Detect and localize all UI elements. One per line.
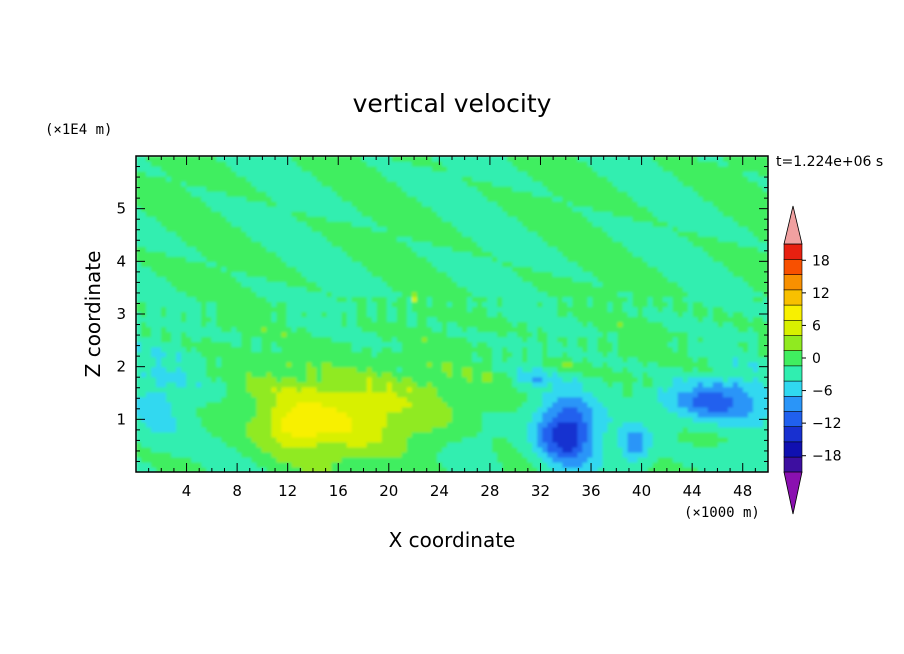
colorbar-tick-label: −18 — [812, 449, 842, 465]
x-tick-label: 16 — [329, 482, 348, 500]
colorbar-swatch — [783, 334, 803, 352]
x-tick-label: 44 — [683, 482, 702, 500]
field-cells — [136, 156, 768, 472]
x-tick-label: 32 — [531, 482, 550, 500]
y-tick-label: 3 — [116, 305, 126, 323]
contour-field — [136, 156, 768, 472]
y-tick-label: 1 — [116, 410, 126, 428]
colorbar-swatch — [783, 456, 803, 473]
x-axis-label: X coordinate — [389, 528, 516, 552]
x-tick-label: 12 — [278, 482, 297, 500]
colorbar-swatch — [783, 274, 803, 291]
x-unit-label: (×1000 m) — [684, 505, 760, 521]
y-tick-label: 2 — [116, 358, 126, 376]
colorbar-swatch — [783, 395, 803, 412]
colorbar-swatch — [783, 441, 803, 458]
colorbar-swatch — [783, 243, 803, 260]
colorbar-swatch — [783, 410, 803, 428]
colorbar-swatch — [783, 289, 803, 306]
x-tick-label: 36 — [581, 482, 600, 500]
colorbar-swatch — [783, 258, 803, 276]
x-tick-label: 48 — [733, 482, 752, 500]
colorbar-tick-label: 12 — [812, 286, 830, 302]
time-label: t=1.224e+06 s — [776, 154, 883, 170]
y-tick-label: 4 — [116, 252, 126, 270]
colorbar-over-triangle — [783, 205, 803, 245]
y-tick-label: 5 — [116, 200, 126, 218]
x-tick-label: 40 — [632, 482, 651, 500]
x-tick-label: 24 — [430, 482, 449, 500]
colorbar-swatch — [783, 319, 803, 336]
colorbar-tick-label: −12 — [812, 416, 842, 432]
x-tick-label: 20 — [379, 482, 398, 500]
colorbar-tick-label: −6 — [812, 384, 833, 400]
x-tick-label: 28 — [480, 482, 499, 500]
colorbar-swatch — [783, 304, 803, 321]
colorbar-tick-label: 18 — [812, 253, 830, 269]
colorbar-under-triangle — [783, 471, 803, 515]
colorbar-swatch — [783, 350, 803, 367]
chart-title: vertical velocity — [353, 89, 552, 118]
y-axis: 1 2 3 4 5 — [116, 166, 768, 462]
y-axis-label: Z coordinate — [81, 251, 105, 378]
colorbar-swatch — [783, 426, 803, 443]
colorbar-tick-label: 6 — [812, 318, 821, 334]
x-axis: 4 8 12 16 20 24 28 32 36 40 44 48 — [148, 156, 756, 500]
colorbar-swatch — [783, 365, 803, 382]
y-unit-label: (×1E4 m) — [45, 122, 112, 138]
x-tick-label: 4 — [182, 482, 192, 500]
colorbar: 18 12 6 0 −6 −12 −18 — [783, 205, 842, 515]
colorbar-swatch — [783, 380, 803, 397]
colorbar-tick-label: 0 — [812, 351, 821, 367]
x-tick-label: 8 — [232, 482, 242, 500]
